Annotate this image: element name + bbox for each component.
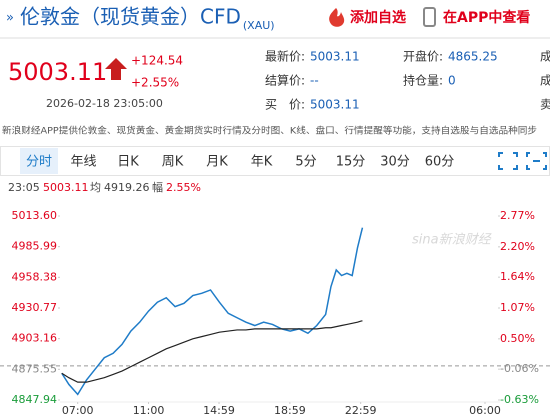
symbol-code: (XAU) bbox=[243, 19, 275, 32]
info-time: 23:05 bbox=[8, 181, 40, 194]
open-app[interactable]: 在APP中查看 bbox=[443, 9, 530, 26]
info-range-label: 幅 bbox=[152, 181, 163, 194]
x-tick-label: 22:59 bbox=[345, 404, 377, 417]
field-value: 5003.11 bbox=[310, 50, 360, 64]
add-watchlist[interactable]: 添加自选 bbox=[350, 9, 406, 26]
info-avg: 4919.26 bbox=[104, 181, 150, 194]
field-label: 买 价: bbox=[265, 98, 305, 112]
field-value: 4865.25 bbox=[448, 50, 498, 64]
y2-tick-label: 2.20% bbox=[500, 240, 535, 253]
phone-icon bbox=[423, 7, 436, 27]
field-label: 开盘价: bbox=[403, 49, 443, 64]
field-value: 5003.11 bbox=[310, 98, 360, 112]
field-label: 结算价: bbox=[265, 73, 305, 88]
quote-time: 2026-02-18 23:05:00 bbox=[46, 97, 163, 110]
x-tick-label: 06:00 bbox=[469, 404, 501, 417]
y2-tick-label: -0.63% bbox=[500, 393, 539, 406]
tab[interactable]: 周K bbox=[162, 155, 184, 170]
chart: sina新浪财经 5013.60 4985.99 4958.38 4930.77 4903… bbox=[0, 209, 550, 417]
change-pct: +2.55% bbox=[131, 76, 179, 90]
tab[interactable]: 15分 bbox=[336, 155, 366, 170]
fire-icon bbox=[329, 8, 345, 27]
fullscreen-icon[interactable] bbox=[498, 152, 518, 170]
settings-icon[interactable] bbox=[526, 152, 547, 170]
tab[interactable]: 5分 bbox=[295, 155, 316, 170]
field-label: 卖 bbox=[540, 98, 550, 112]
y2-tick-label: -0.06% bbox=[500, 362, 539, 375]
page-title: 伦敦金（现货黄金）CFD bbox=[20, 5, 241, 29]
tab[interactable]: 年K bbox=[251, 155, 273, 170]
tab[interactable]: 月K bbox=[206, 155, 228, 170]
x-tick-label: 18:59 bbox=[274, 404, 306, 417]
up-arrow bbox=[105, 58, 127, 80]
field-value: -- bbox=[310, 74, 319, 88]
tab[interactable]: 30分 bbox=[380, 155, 410, 170]
y-tick-label: 4985.99 bbox=[12, 240, 58, 253]
watermark: sina新浪财经 bbox=[412, 232, 493, 248]
field-label: 最新价: bbox=[265, 49, 305, 64]
info-range: 2.55% bbox=[166, 181, 201, 194]
header-arrow: » bbox=[6, 11, 14, 26]
tab[interactable]: 日K bbox=[117, 155, 139, 170]
y-tick-label: 4930.77 bbox=[12, 301, 58, 314]
y-tick-label: 5013.60 bbox=[12, 209, 58, 222]
x-tick-label: 11:00 bbox=[133, 404, 165, 417]
x-tick-label: 07:00 bbox=[62, 404, 94, 417]
y2-tick-label: 0.50% bbox=[500, 332, 535, 345]
field-label: 持仓量: bbox=[403, 73, 443, 88]
average-line bbox=[61, 320, 363, 383]
price-line bbox=[61, 227, 364, 396]
tab[interactable]: 年线 bbox=[70, 155, 96, 170]
tab[interactable]: 分时 bbox=[26, 155, 52, 170]
tab-selected-bg bbox=[20, 148, 58, 174]
change: +124.54 bbox=[131, 54, 183, 68]
info-avg-label: 均 bbox=[90, 181, 101, 194]
field-label: 成 bbox=[540, 74, 550, 88]
y-tick-label: 4875.55 bbox=[12, 362, 58, 375]
field-label: 成 bbox=[540, 50, 550, 64]
field-value: 0 bbox=[448, 74, 456, 88]
y-tick-label: 4958.38 bbox=[12, 270, 58, 283]
notice: 新浪财经APP提供伦敦金、现货黄金、黄金期货实时行情及分时图、K线、盘口、行情提… bbox=[2, 125, 537, 137]
y2-tick-label: 1.64% bbox=[500, 270, 535, 283]
price: 5003.11 bbox=[8, 58, 107, 86]
info-price: 5003.11 bbox=[43, 181, 89, 194]
y-tick-label: 4847.94 bbox=[12, 393, 58, 406]
y-tick-label: 4903.16 bbox=[12, 332, 58, 345]
y2-tick-label: 2.77% bbox=[500, 209, 535, 222]
tabs: 分时 年线 日K 周K 月K 年K 5分 15分 30分 60分 bbox=[26, 155, 454, 170]
y2-tick-label: 1.07% bbox=[500, 301, 535, 314]
x-tick-label: 14:59 bbox=[203, 404, 235, 417]
tab[interactable]: 60分 bbox=[425, 155, 455, 170]
